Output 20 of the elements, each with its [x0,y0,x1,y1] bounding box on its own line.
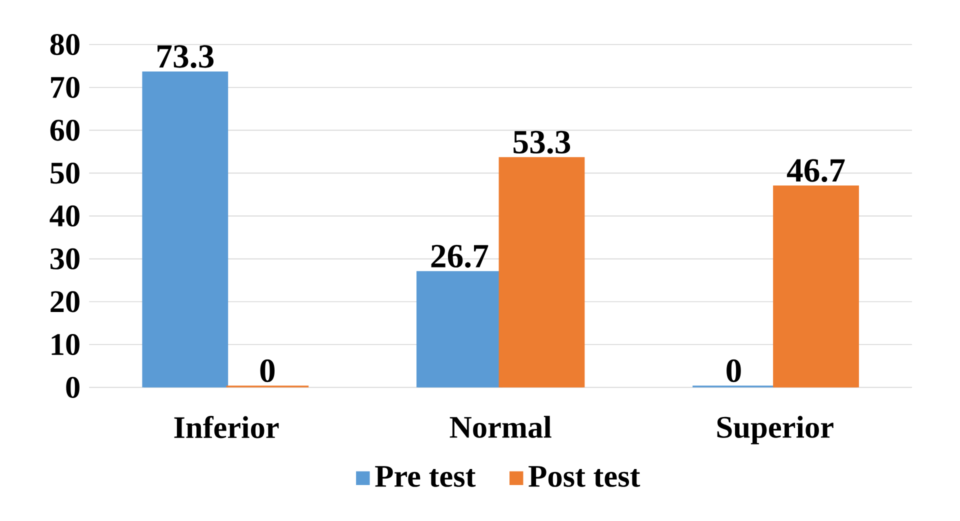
y-tick-label: 20 [50,291,80,312]
data-label: 53.3 [514,130,570,154]
data-label: 46.7 [786,159,845,182]
y-tick-label: 70 [51,76,80,98]
data-label: 0 [260,359,275,382]
y-tick-label: 50 [50,162,80,184]
data-label: 26.7 [431,244,488,268]
y-tick-label: 40 [50,205,80,226]
y-tick-label: 0 [66,376,80,398]
legend-label: Pre test [375,466,476,487]
x-tick-label: Inferior [174,416,279,438]
y-tick-label: 80 [50,34,80,56]
y-tick-label: 60 [50,120,80,141]
y-tick-label: 10 [52,334,80,356]
data-label: 73.3 [158,45,214,68]
data-label: 0 [726,359,741,382]
legend-label: Post test [528,466,640,487]
y-tick-label: 30 [50,248,80,270]
x-tick-label: Superior [717,416,834,444]
x-tick-label: Normal [450,416,552,438]
